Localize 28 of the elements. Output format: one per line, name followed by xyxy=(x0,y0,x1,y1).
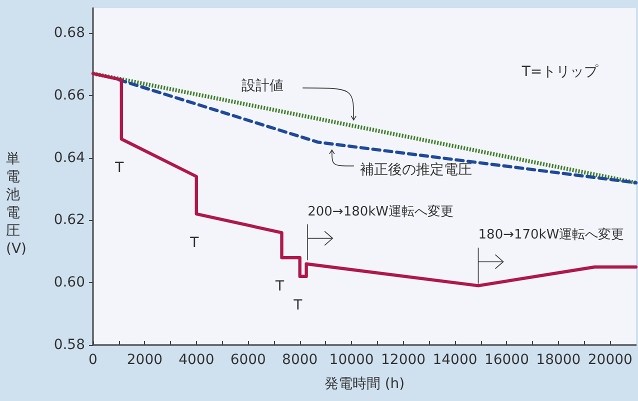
x-tick-label: 18000 xyxy=(536,352,581,368)
series-label: 設計値 xyxy=(242,78,284,94)
annotation: 180→170kW運転へ変更 xyxy=(478,226,624,243)
x-tick-label: 8000 xyxy=(282,352,318,368)
x-tick-label: 0 xyxy=(88,352,98,368)
x-tick-label: 20000 xyxy=(588,352,632,368)
y-tick-label: 0.60 xyxy=(54,274,85,291)
y-tick-label: 0.58 xyxy=(54,337,85,353)
annotation: T xyxy=(114,160,124,176)
series-label: 補正後の推定電圧 xyxy=(360,162,472,178)
y-tick-label: 0.64 xyxy=(54,150,86,166)
x-tick-label: 4000 xyxy=(178,352,214,368)
x-tick-label: 10000 xyxy=(329,352,374,368)
x-tick-label: 12000 xyxy=(381,352,426,368)
y-tick-label: 0.66 xyxy=(54,87,86,104)
annotation: T=トリップ xyxy=(520,64,600,80)
y-tick-label: 0.62 xyxy=(54,212,85,228)
annotation: T xyxy=(189,234,200,251)
annotation: T xyxy=(274,278,284,295)
x-tick-label: 6000 xyxy=(230,352,266,368)
x-axis-title: 発電時間 (h) xyxy=(324,376,405,392)
x-tick-label: 14000 xyxy=(432,352,478,368)
annotation: T xyxy=(292,297,303,314)
x-tick-label: 2000 xyxy=(126,352,163,368)
x-tick-label: 16000 xyxy=(484,352,529,368)
annotation: 200→180kW運転へ変更 xyxy=(308,203,454,220)
y-axis-title: 単電池電圧(V) xyxy=(6,151,27,257)
y-tick-label: 0.68 xyxy=(54,24,85,41)
